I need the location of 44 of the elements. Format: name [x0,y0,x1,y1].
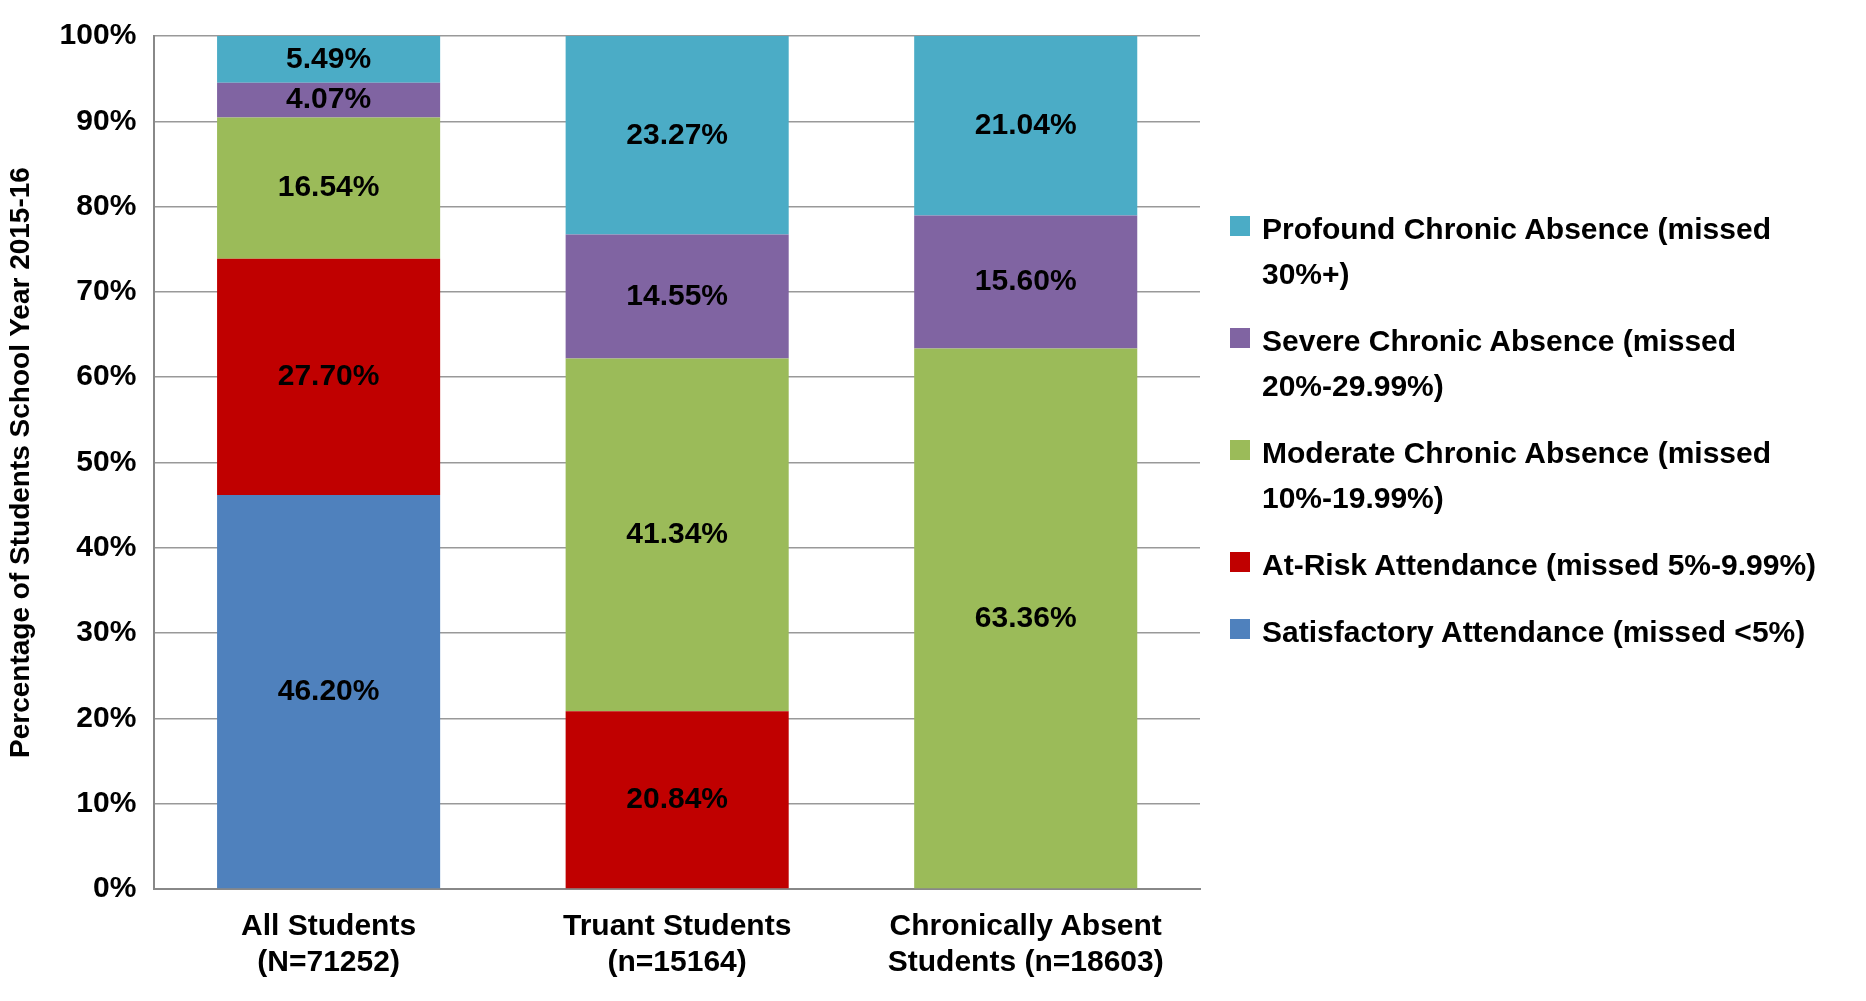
x-tick-label: Truant Students (n=15164) [562,908,792,978]
y-tick-label: 30% [76,614,137,648]
data-label: 5.49% [286,40,372,74]
data-label: 4.07% [286,81,372,115]
y-tick-label: 20% [76,699,137,733]
bar [217,36,441,83]
legend-label: Severe Chronic Absence (missed 20%-29.99%) [1262,322,1738,404]
x-tick-label: Chronically Absent Students (n=18603) [887,908,1164,978]
y-tick-label: 90% [76,102,137,136]
bar [914,348,1138,889]
data-label: 14.55% [626,277,729,311]
data-label: 63.36% [974,599,1077,633]
legend-label: Profound Chronic Absence (missed 30%+) [1262,210,1772,292]
data-label: 23.27% [626,116,729,150]
y-tick-label: 60% [76,358,137,392]
y-tick-label: 40% [76,529,137,563]
bar [565,358,789,712]
bar [565,36,789,235]
legend-label: Moderate Chronic Absence (missed 10%-19.99%) [1262,434,1773,516]
bar [914,36,1138,216]
data-label: 15.60% [974,263,1077,297]
data-label: 46.20% [277,672,380,706]
y-axis-title: Percentage of Students School Year 2015-16 [3,167,35,758]
data-label: 16.54% [277,169,380,203]
data-label: 20.84% [626,781,729,815]
bar [217,494,441,889]
x-tick-label: All Students (N=71252) [241,908,417,978]
bar [217,117,441,259]
y-tick-label: 70% [76,273,137,307]
bar [217,82,441,118]
bar [565,234,789,359]
bar [565,711,789,889]
data-label: 41.34% [626,516,729,550]
y-tick-label: 80% [76,187,137,221]
data-label: 21.04% [974,107,1077,140]
legend-label: Satisfactory Attendance (missed <5%) [1262,613,1806,650]
data-label: 27.70% [277,358,380,392]
legend-label: At-Risk Attendance (missed 5%-9.99%) [1262,546,1817,583]
y-tick-label: 100% [59,17,137,51]
bar [217,258,441,495]
y-tick-label: 0% [92,870,137,904]
bar [914,215,1138,349]
y-tick-label: 10% [76,784,137,818]
y-tick-label: 50% [76,443,137,477]
